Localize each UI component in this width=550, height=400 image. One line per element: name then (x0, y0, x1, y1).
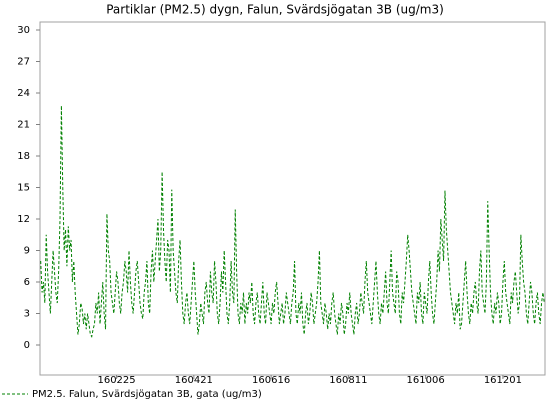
y-tick-label: 6 (24, 277, 30, 288)
x-tick-label: 160811 (329, 375, 367, 386)
x-tick-label: 160616 (252, 375, 290, 386)
chart-title: Partiklar (PM2.5) dygn, Falun, Svärdsjög… (106, 3, 444, 17)
y-tick-label: 3 (24, 309, 30, 320)
x-tick-label: 160421 (175, 375, 213, 386)
x-tick-label: 161006 (407, 375, 445, 386)
y-tick-label: 24 (17, 88, 30, 99)
y-tick-label: 18 (17, 151, 30, 162)
y-tick-label: 0 (24, 340, 30, 351)
y-tick-label: 30 (17, 25, 30, 36)
data-line (40, 105, 545, 338)
y-tick-label: 9 (24, 246, 30, 257)
y-tick-label: 21 (17, 120, 30, 131)
y-tick-label: 27 (17, 57, 30, 68)
x-tick-label: 161201 (484, 375, 522, 386)
legend-label: PM2.5. Falun, Svärdsjögatan 3B, gata (ug… (32, 389, 262, 400)
x-tick-label: 160225 (97, 375, 135, 386)
plot-frame (39, 21, 546, 376)
y-tick-label: 15 (17, 183, 30, 194)
y-tick-label: 12 (17, 214, 30, 225)
